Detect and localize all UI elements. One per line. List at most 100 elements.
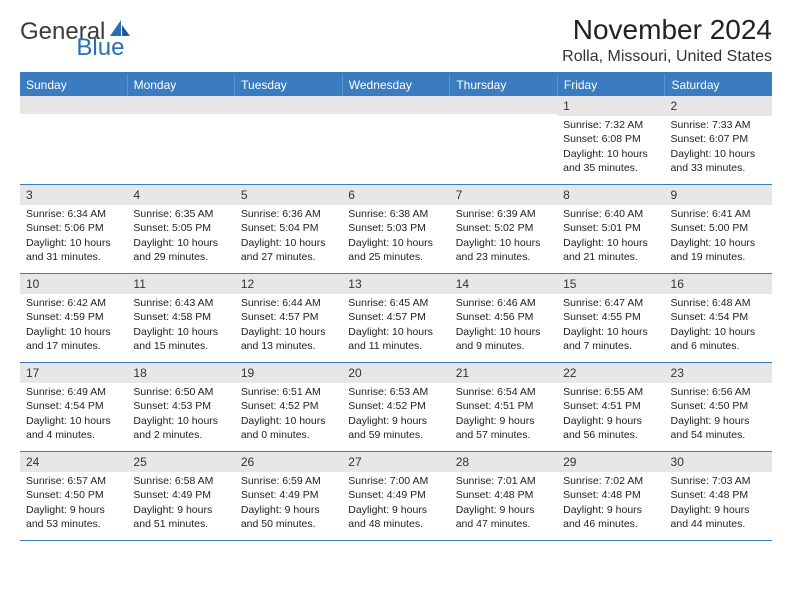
day-cell (342, 96, 449, 184)
day-detail-line: Sunrise: 6:35 AM (133, 207, 228, 221)
day-detail-line: Daylight: 9 hours (241, 503, 336, 517)
day-detail-line: Sunset: 6:08 PM (563, 132, 658, 146)
day-cell: 8Sunrise: 6:40 AMSunset: 5:01 PMDaylight… (557, 185, 664, 273)
day-detail-line: and 13 minutes. (241, 339, 336, 353)
header: General Blue November 2024 Rolla, Missou… (20, 14, 772, 66)
day-detail-line: and 2 minutes. (133, 428, 228, 442)
day-detail-line: and 48 minutes. (348, 517, 443, 531)
day-cell: 7Sunrise: 6:39 AMSunset: 5:02 PMDaylight… (450, 185, 557, 273)
day-detail-line: and 21 minutes. (563, 250, 658, 264)
day-detail-line: Daylight: 10 hours (241, 414, 336, 428)
day-number: 12 (235, 274, 342, 294)
day-detail-line: Daylight: 9 hours (671, 503, 766, 517)
day-cell: 2Sunrise: 7:33 AMSunset: 6:07 PMDaylight… (665, 96, 772, 184)
day-detail-line: Sunset: 4:49 PM (133, 488, 228, 502)
location-text: Rolla, Missouri, United States (562, 48, 772, 66)
day-number: 27 (342, 452, 449, 472)
day-number: 24 (20, 452, 127, 472)
day-detail-line: Sunrise: 7:32 AM (563, 118, 658, 132)
weekday-header-cell: Tuesday (235, 74, 343, 96)
day-detail-line: and 25 minutes. (348, 250, 443, 264)
day-detail-line: and 33 minutes. (671, 161, 766, 175)
day-detail-line: and 46 minutes. (563, 517, 658, 531)
day-detail-line: Daylight: 9 hours (348, 503, 443, 517)
month-title: November 2024 (562, 14, 772, 46)
weekday-header-row: SundayMondayTuesdayWednesdayThursdayFrid… (20, 74, 772, 96)
day-number: 21 (450, 363, 557, 383)
day-details: Sunrise: 6:45 AMSunset: 4:57 PMDaylight:… (342, 294, 449, 357)
day-detail-line: Daylight: 10 hours (348, 236, 443, 250)
day-number: 15 (557, 274, 664, 294)
day-details: Sunrise: 6:49 AMSunset: 4:54 PMDaylight:… (20, 383, 127, 446)
day-detail-line: Sunset: 4:48 PM (563, 488, 658, 502)
weekday-header-cell: Sunday (20, 74, 128, 96)
day-detail-line: Daylight: 9 hours (348, 414, 443, 428)
day-number (127, 96, 234, 114)
day-number: 22 (557, 363, 664, 383)
day-detail-line: Sunrise: 6:43 AM (133, 296, 228, 310)
day-details: Sunrise: 6:56 AMSunset: 4:50 PMDaylight:… (665, 383, 772, 446)
day-cell: 29Sunrise: 7:02 AMSunset: 4:48 PMDayligh… (557, 452, 664, 540)
day-number: 26 (235, 452, 342, 472)
day-number: 2 (665, 96, 772, 116)
day-number: 20 (342, 363, 449, 383)
day-detail-line: Sunrise: 6:38 AM (348, 207, 443, 221)
day-number (450, 96, 557, 114)
day-detail-line: Daylight: 10 hours (456, 236, 551, 250)
day-detail-line: Sunset: 4:57 PM (348, 310, 443, 324)
day-cell: 19Sunrise: 6:51 AMSunset: 4:52 PMDayligh… (235, 363, 342, 451)
day-detail-line: and 47 minutes. (456, 517, 551, 531)
day-detail-line: and 19 minutes. (671, 250, 766, 264)
day-cell: 14Sunrise: 6:46 AMSunset: 4:56 PMDayligh… (450, 274, 557, 362)
day-detail-line: Sunrise: 7:33 AM (671, 118, 766, 132)
day-detail-line: Daylight: 10 hours (26, 236, 121, 250)
title-block: November 2024 Rolla, Missouri, United St… (562, 14, 772, 66)
day-number (342, 96, 449, 114)
day-detail-line: Sunset: 5:03 PM (348, 221, 443, 235)
day-details: Sunrise: 6:46 AMSunset: 4:56 PMDaylight:… (450, 294, 557, 357)
day-detail-line: Sunrise: 6:53 AM (348, 385, 443, 399)
day-details: Sunrise: 6:40 AMSunset: 5:01 PMDaylight:… (557, 205, 664, 268)
day-cell: 15Sunrise: 6:47 AMSunset: 4:55 PMDayligh… (557, 274, 664, 362)
day-details: Sunrise: 7:03 AMSunset: 4:48 PMDaylight:… (665, 472, 772, 535)
day-detail-line: Sunrise: 6:56 AM (671, 385, 766, 399)
day-detail-line: Daylight: 10 hours (241, 325, 336, 339)
day-detail-line: Sunrise: 6:49 AM (26, 385, 121, 399)
day-number: 25 (127, 452, 234, 472)
day-details: Sunrise: 6:44 AMSunset: 4:57 PMDaylight:… (235, 294, 342, 357)
day-detail-line: Sunrise: 6:58 AM (133, 474, 228, 488)
day-detail-line: Sunset: 5:05 PM (133, 221, 228, 235)
day-detail-line: Daylight: 9 hours (456, 414, 551, 428)
day-detail-line: Sunset: 4:58 PM (133, 310, 228, 324)
day-details: Sunrise: 6:57 AMSunset: 4:50 PMDaylight:… (20, 472, 127, 535)
day-details: Sunrise: 6:38 AMSunset: 5:03 PMDaylight:… (342, 205, 449, 268)
day-cell: 27Sunrise: 7:00 AMSunset: 4:49 PMDayligh… (342, 452, 449, 540)
day-detail-line: and 59 minutes. (348, 428, 443, 442)
day-number: 17 (20, 363, 127, 383)
day-detail-line: Daylight: 10 hours (563, 325, 658, 339)
day-detail-line: Daylight: 9 hours (563, 503, 658, 517)
day-detail-line: Sunrise: 6:40 AM (563, 207, 658, 221)
day-details: Sunrise: 6:43 AMSunset: 4:58 PMDaylight:… (127, 294, 234, 357)
day-detail-line: Daylight: 10 hours (133, 414, 228, 428)
day-cell (20, 96, 127, 184)
day-detail-line: Daylight: 10 hours (563, 236, 658, 250)
day-detail-line: Sunrise: 6:50 AM (133, 385, 228, 399)
day-detail-line: Sunset: 4:52 PM (348, 399, 443, 413)
day-detail-line: Sunrise: 7:03 AM (671, 474, 766, 488)
day-number: 6 (342, 185, 449, 205)
day-number: 10 (20, 274, 127, 294)
day-detail-line: and 50 minutes. (241, 517, 336, 531)
day-detail-line: and 53 minutes. (26, 517, 121, 531)
day-cell: 4Sunrise: 6:35 AMSunset: 5:05 PMDaylight… (127, 185, 234, 273)
day-details: Sunrise: 6:59 AMSunset: 4:49 PMDaylight:… (235, 472, 342, 535)
logo-text-blue: Blue (76, 34, 124, 62)
day-number: 5 (235, 185, 342, 205)
day-cell: 10Sunrise: 6:42 AMSunset: 4:59 PMDayligh… (20, 274, 127, 362)
day-detail-line: Sunset: 4:51 PM (456, 399, 551, 413)
day-cell: 12Sunrise: 6:44 AMSunset: 4:57 PMDayligh… (235, 274, 342, 362)
day-detail-line: Sunset: 4:54 PM (671, 310, 766, 324)
day-detail-line: Sunrise: 7:00 AM (348, 474, 443, 488)
day-detail-line: Sunset: 4:50 PM (26, 488, 121, 502)
day-number: 16 (665, 274, 772, 294)
